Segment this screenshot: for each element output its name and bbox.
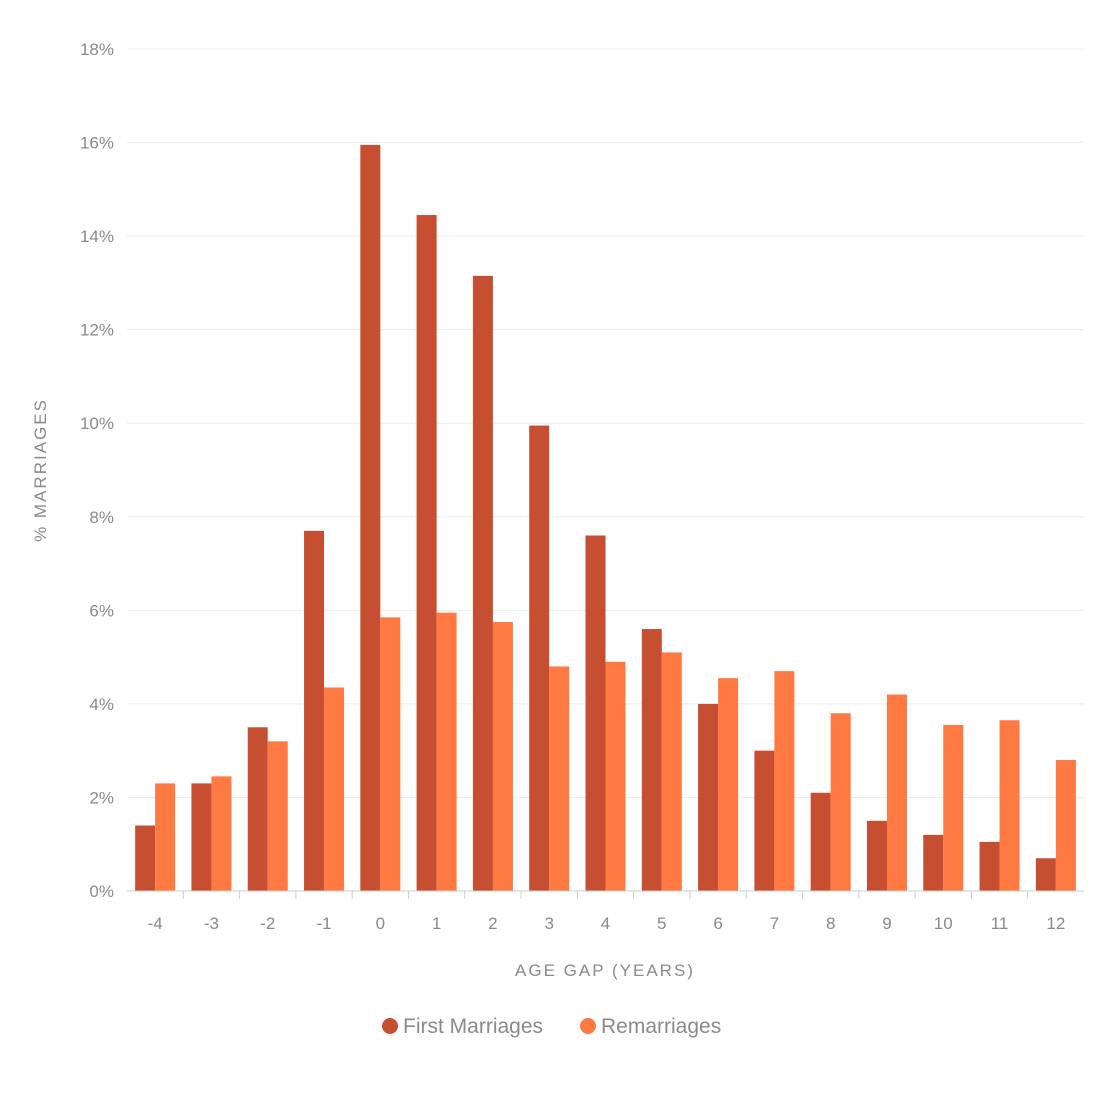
y-tick-label: 6% <box>89 601 114 620</box>
bar-first-marriages[interactable] <box>135 825 156 891</box>
bar-first-marriages[interactable] <box>754 750 775 891</box>
x-tick-label: 11 <box>991 914 1009 933</box>
bar-first-marriages[interactable] <box>1035 858 1056 891</box>
y-axis-ticks: 0% 2% 4% 6% 8% 10% 12% 14% 16% 18% <box>80 40 114 901</box>
legend-marker-first-marriages <box>382 1018 398 1034</box>
y-axis-title: % MARRIAGES <box>31 398 50 542</box>
bar-remarriages[interactable] <box>943 724 964 891</box>
bar-first-marriages[interactable] <box>979 841 1000 891</box>
x-tick-label: 3 <box>544 914 553 933</box>
x-tick-label: 6 <box>713 914 722 933</box>
x-tick-label: -2 <box>260 914 275 933</box>
x-tick-label: -4 <box>148 914 163 933</box>
y-tick-label: 2% <box>89 788 114 807</box>
bar-remarriages[interactable] <box>324 687 345 891</box>
legend-label-first-marriages: First Marriages <box>403 1015 543 1038</box>
bar-first-marriages[interactable] <box>698 703 719 891</box>
x-tick-label: 10 <box>934 914 953 933</box>
bar-remarriages[interactable] <box>774 671 795 891</box>
bar-remarriages[interactable] <box>436 612 457 891</box>
bar-first-marriages[interactable] <box>360 144 381 892</box>
x-tick-label: 4 <box>601 914 610 933</box>
x-tick-label: 7 <box>770 914 779 933</box>
y-tick-label: 12% <box>80 321 114 340</box>
bar-remarriages[interactable] <box>267 741 288 891</box>
x-tick-label: 1 <box>432 914 441 933</box>
x-axis-title: AGE GAP (YEARS) <box>515 961 695 980</box>
legend-item-first-marriages[interactable]: First Marriages <box>382 1015 543 1038</box>
legend-label-remarriages: Remarriages <box>601 1015 721 1038</box>
bar-remarriages[interactable] <box>380 617 401 891</box>
bar-remarriages[interactable] <box>549 666 570 891</box>
bar-first-marriages[interactable] <box>585 535 606 891</box>
bar-remarriages[interactable] <box>999 720 1020 891</box>
y-tick-label: 0% <box>89 882 114 901</box>
legend: First Marriages Remarriages <box>382 1015 721 1038</box>
bar-first-marriages[interactable] <box>304 530 325 891</box>
bar-first-marriages[interactable] <box>416 215 437 892</box>
bar-remarriages[interactable] <box>886 694 907 891</box>
bar-remarriages[interactable] <box>492 622 513 891</box>
bar-first-marriages[interactable] <box>810 792 831 891</box>
x-tick-label: 2 <box>488 914 497 933</box>
bar-remarriages[interactable] <box>1055 760 1076 891</box>
bar-first-marriages[interactable] <box>866 820 887 891</box>
bars <box>135 144 1076 892</box>
bar-remarriages[interactable] <box>155 783 176 891</box>
x-axis-ticks: -4 -3 -2 -1 0 1 2 3 4 5 6 7 8 9 10 11 12 <box>148 891 1065 933</box>
bar-first-marriages[interactable] <box>247 727 268 891</box>
x-tick-label: -1 <box>316 914 331 933</box>
x-tick-label: -3 <box>204 914 219 933</box>
bar-first-marriages[interactable] <box>191 783 212 891</box>
x-tick-label: 5 <box>657 914 666 933</box>
y-tick-label: 4% <box>89 695 114 714</box>
x-tick-label: 0 <box>376 914 385 933</box>
legend-item-remarriages[interactable]: Remarriages <box>580 1015 721 1038</box>
bar-remarriages[interactable] <box>661 652 682 891</box>
bar-first-marriages[interactable] <box>923 834 944 891</box>
y-tick-label: 18% <box>80 40 114 59</box>
x-tick-label: 8 <box>826 914 835 933</box>
y-tick-label: 8% <box>89 508 114 527</box>
bar-first-marriages[interactable] <box>641 629 662 891</box>
bar-first-marriages[interactable] <box>472 275 493 892</box>
y-tick-label: 14% <box>80 227 114 246</box>
y-tick-label: 10% <box>80 414 114 433</box>
bar-first-marriages[interactable] <box>529 425 550 891</box>
x-tick-label: 9 <box>882 914 891 933</box>
bar-remarriages[interactable] <box>211 776 232 891</box>
x-tick-label: 12 <box>1046 914 1065 933</box>
y-tick-label: 16% <box>80 134 114 153</box>
legend-marker-remarriages <box>580 1018 596 1034</box>
bar-remarriages[interactable] <box>718 678 739 891</box>
gridlines <box>127 48 1084 798</box>
bar-remarriages[interactable] <box>605 661 626 891</box>
bar-remarriages[interactable] <box>830 713 851 891</box>
